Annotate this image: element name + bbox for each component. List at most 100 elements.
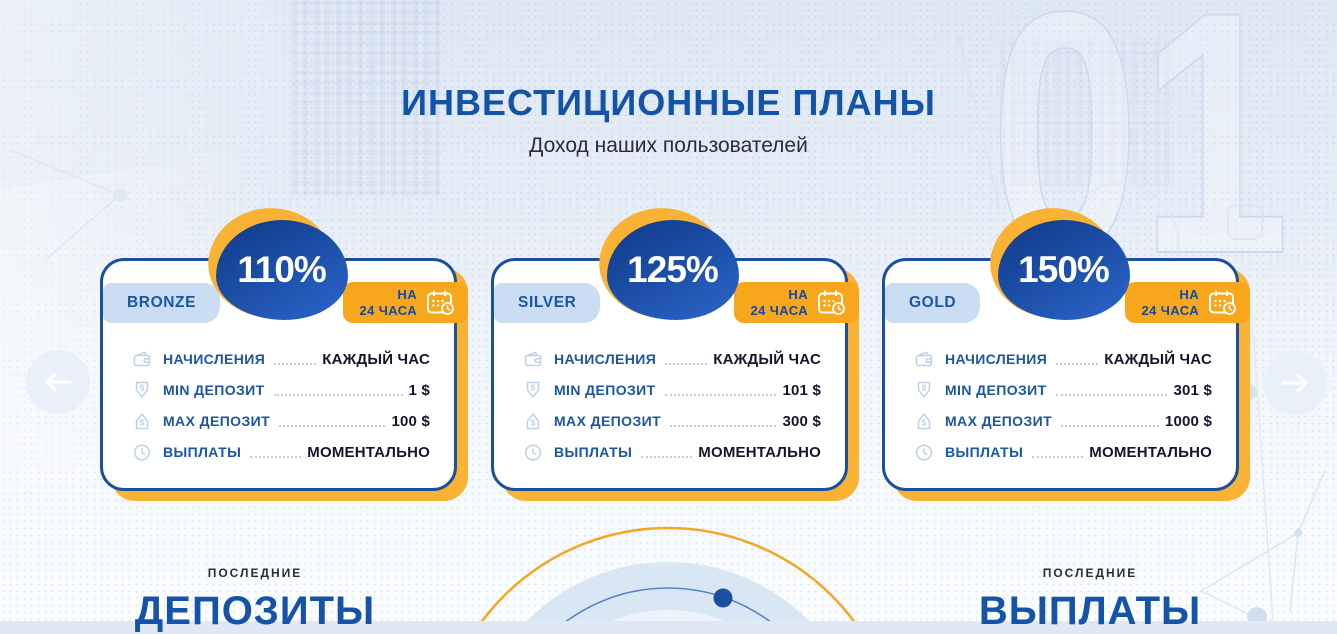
dotted-leader	[664, 394, 777, 396]
percent-badge: 110%	[197, 194, 349, 332]
plan-row: $ MAX ДЕПОЗИТ 100 $	[132, 410, 430, 432]
percent-badge: 125%	[588, 194, 740, 332]
row-label: MAX ДЕПОЗИТ	[163, 413, 271, 429]
plan-row: $ MIN ДЕПОЗИТ 101 $	[523, 379, 821, 401]
duration-line1: НА	[788, 286, 808, 302]
duration-badge: НА 24 ЧАСА	[734, 282, 859, 323]
row-label: MIN ДЕПОЗИТ	[163, 382, 265, 398]
row-label: MIN ДЕПОЗИТ	[554, 382, 656, 398]
wallet-icon	[915, 351, 933, 367]
plan-name-badge: GOLD	[885, 283, 981, 323]
plan-row: $ MIN ДЕПОЗИТ 301 $	[914, 379, 1212, 401]
plan-row: $ MIN ДЕПОЗИТ 1 $	[132, 379, 430, 401]
duration-line2: 24 ЧАСА	[1141, 302, 1199, 318]
min-deposit-icon: $	[917, 381, 931, 398]
row-value: МОМЕНТАЛЬНО	[698, 443, 821, 461]
plan-name-badge: BRONZE	[103, 283, 221, 323]
percent-badge-blue: 125%	[606, 220, 739, 320]
percent-value: 150%	[1018, 249, 1110, 290]
row-label: ВЫПЛАТЫ	[945, 444, 1024, 460]
plan-name: BRONZE	[127, 294, 197, 311]
row-label: ВЫПЛАТЫ	[163, 444, 242, 460]
row-value: 1 $	[408, 381, 430, 399]
duration-line2: 24 ЧАСА	[750, 302, 808, 318]
plan-card-silver: 125% SILVER НА 24 ЧАСА	[491, 194, 859, 501]
max-deposit-icon: $	[526, 413, 540, 430]
row-value: 100 $	[391, 412, 430, 430]
dotted-leader	[1061, 425, 1159, 427]
svg-text:$: $	[531, 418, 536, 428]
plan-name: GOLD	[909, 294, 957, 311]
dotted-leader	[274, 363, 317, 365]
percent-value: 125%	[627, 249, 719, 290]
max-deposit-icon: $	[135, 413, 149, 430]
dotted-leader	[665, 363, 708, 365]
page-subtitle: Доход наших пользователей	[529, 134, 808, 157]
duration-line2: 24 ЧАСА	[359, 302, 417, 318]
plan-card-gold: 150% GOLD НА 24 ЧАСА	[882, 194, 1250, 501]
duration-line1: НА	[397, 286, 417, 302]
payouts-section-heading: ПОСЛЕДНИЕ ВЫПЛАТЫ	[940, 566, 1240, 634]
duration-badge: НА 24 ЧАСА	[1125, 282, 1250, 323]
arrow-left-icon	[45, 372, 72, 392]
row-label: MIN ДЕПОЗИТ	[945, 382, 1047, 398]
plan-row: $ MAX ДЕПОЗИТ 1000 $	[914, 410, 1212, 432]
calendar-clock-icon	[1209, 290, 1236, 315]
row-value: КАЖДЫЙ ЧАС	[322, 350, 430, 368]
row-value: 301 $	[1173, 381, 1212, 399]
clock-icon	[524, 444, 542, 461]
row-label: НАЧИСЛЕНИЯ	[163, 351, 266, 367]
row-label: НАЧИСЛЕНИЯ	[945, 351, 1048, 367]
plan-row: ВЫПЛАТЫ МОМЕНТАЛЬНО	[914, 441, 1212, 463]
plan-row: $ MAX ДЕПОЗИТ 300 $	[523, 410, 821, 432]
row-value: 101 $	[782, 381, 821, 399]
svg-text:$: $	[140, 382, 145, 392]
deposits-eyebrow: ПОСЛЕДНИЕ	[207, 566, 303, 580]
row-value: МОМЕНТАЛЬНО	[307, 443, 430, 461]
duration-line1: НА	[1179, 286, 1199, 302]
dotted-leader	[641, 456, 693, 458]
dotted-leader	[279, 425, 386, 427]
row-value: КАЖДЫЙ ЧАС	[1104, 350, 1212, 368]
percent-value: 110%	[237, 249, 327, 290]
row-value: 1000 $	[1164, 412, 1212, 430]
wallet-icon	[524, 351, 542, 367]
row-value: КАЖДЫЙ ЧАС	[713, 350, 821, 368]
deposits-title: ДЕПОЗИТЫ	[134, 589, 376, 633]
plan-name: SILVER	[518, 294, 577, 311]
percent-badge-blue: 150%	[997, 220, 1130, 320]
row-label: MAX ДЕПОЗИТ	[945, 413, 1053, 429]
svg-text:$: $	[140, 418, 145, 428]
dotted-leader	[1056, 363, 1099, 365]
carousel-next-button[interactable]	[1263, 351, 1327, 415]
plan-card-bronze: 110% BRONZE НА 24 ЧАСА	[100, 194, 468, 501]
plan-row: НАЧИСЛЕНИЯ КАЖДЫЙ ЧАС	[132, 348, 430, 370]
dotted-leader	[670, 425, 777, 427]
calendar-clock-icon	[427, 290, 454, 315]
min-deposit-icon: $	[526, 381, 540, 398]
max-deposit-icon: $	[917, 413, 931, 430]
dotted-leader	[250, 456, 302, 458]
percent-badge-blue: 110%	[215, 220, 348, 320]
orbit-graphic	[480, 526, 856, 621]
min-deposit-icon: $	[135, 381, 149, 398]
plan-row: НАЧИСЛЕНИЯ КАЖДЫЙ ЧАС	[523, 348, 821, 370]
svg-text:$: $	[531, 382, 536, 392]
calendar-clock-icon	[818, 290, 845, 315]
deposits-section-heading: ПОСЛЕДНИЕ ДЕПОЗИТЫ	[105, 566, 405, 634]
svg-text:$: $	[922, 418, 927, 428]
plan-row: ВЫПЛАТЫ МОМЕНТАЛЬНО	[132, 441, 430, 463]
carousel-prev-button[interactable]	[26, 350, 90, 414]
payouts-title: ВЫПЛАТЫ	[978, 589, 1202, 633]
plan-row: НАЧИСЛЕНИЯ КАЖДЫЙ ЧАС	[914, 348, 1212, 370]
plan-cards: 110% BRONZE НА 24 ЧАСА	[100, 194, 1250, 501]
page-title: ИНВЕСТИЦИОННЫЕ ПЛАНЫ	[401, 82, 936, 123]
payouts-eyebrow: ПОСЛЕДНИЕ	[1042, 566, 1138, 580]
svg-text:$: $	[922, 382, 927, 392]
clock-icon	[915, 444, 933, 461]
row-value: МОМЕНТАЛЬНО	[1089, 443, 1212, 461]
duration-badge: НА 24 ЧАСА	[343, 282, 468, 323]
plan-name-badge: SILVER	[494, 283, 601, 323]
dotted-leader	[1032, 456, 1084, 458]
dotted-leader	[273, 394, 403, 396]
